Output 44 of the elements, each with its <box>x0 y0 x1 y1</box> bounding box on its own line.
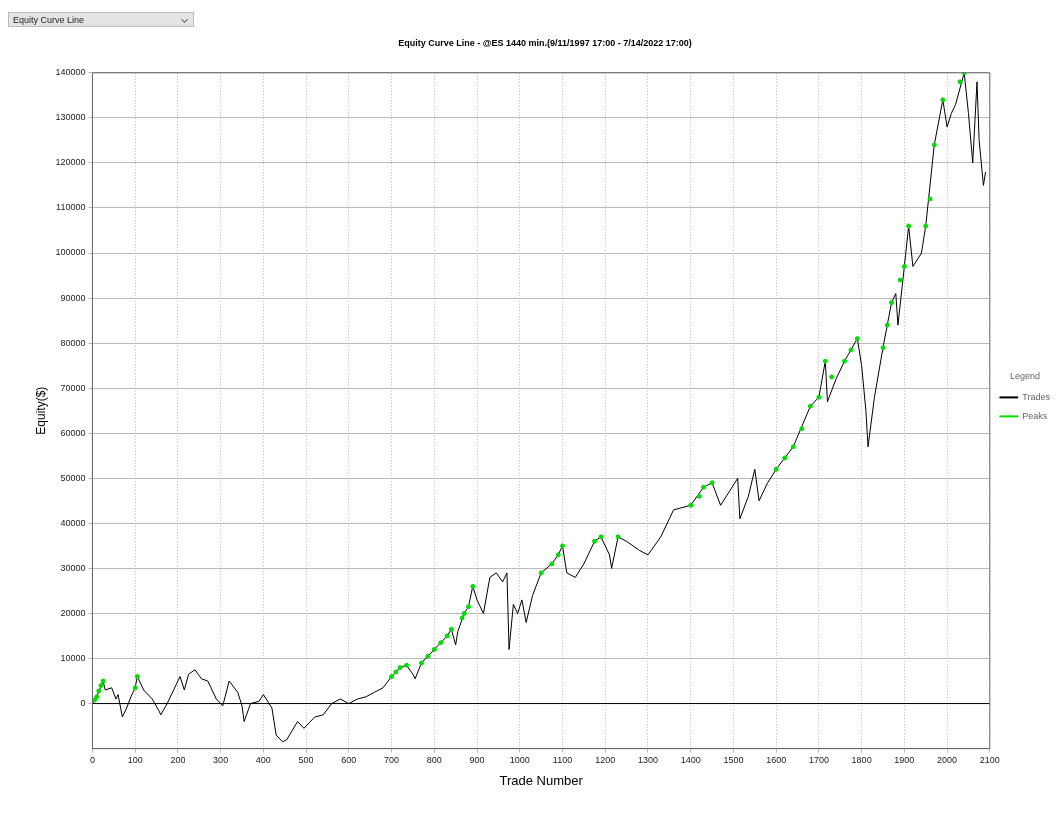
x-tick-label: 1900 <box>894 755 915 766</box>
y-tick-label: 20000 <box>60 607 86 618</box>
y-tick-label: 10000 <box>60 652 86 663</box>
x-axis-title: Trade Number <box>499 772 584 788</box>
x-tick-label: 1200 <box>595 755 616 766</box>
x-tick-label: 1300 <box>637 755 658 766</box>
y-tick-label: 70000 <box>60 382 86 393</box>
y-tick-label: 60000 <box>60 427 86 438</box>
y-tick-label: 80000 <box>60 337 86 348</box>
y-tick-label: 30000 <box>60 562 86 573</box>
y-tick-label: 120000 <box>55 157 86 168</box>
legend-label: Peaks <box>1022 410 1048 421</box>
x-tick-label: 0 <box>89 755 95 766</box>
legend-label: Trades <box>1022 391 1051 402</box>
x-tick-label: 200 <box>170 755 186 766</box>
x-tick-label: 1700 <box>808 755 829 766</box>
x-tick-label: 1600 <box>766 755 787 766</box>
x-tick-label: 500 <box>298 755 314 766</box>
chart-title: Equity Curve Line - @ES 1440 min.(9/11/1997 17:00 - 7/14/2022 17:00) <box>398 37 692 48</box>
x-tick-label: 800 <box>426 755 442 766</box>
x-tick-label: 2000 <box>937 755 958 766</box>
x-tick-label: 2100 <box>979 755 1000 766</box>
x-tick-label: 100 <box>127 755 143 766</box>
y-tick-label: 40000 <box>60 517 86 528</box>
y-tick-label: 50000 <box>60 472 86 483</box>
y-tick-label: 130000 <box>55 112 86 123</box>
x-tick-label: 400 <box>255 755 271 766</box>
y-tick-label: 0 <box>80 698 86 709</box>
y-tick-label: 90000 <box>60 292 86 303</box>
x-tick-label: 1000 <box>509 755 530 766</box>
y-tick-label: 110000 <box>56 202 86 213</box>
legend-title: Legend <box>1009 371 1040 382</box>
x-tick-label: 300 <box>213 755 229 766</box>
dropdown-menu: Equity Curve Line <box>8 12 194 27</box>
x-tick-label: 700 <box>384 755 400 766</box>
y-tick-label: 100000 <box>55 247 86 258</box>
x-tick-label: 900 <box>469 755 485 766</box>
y-axis-title: Equity($) <box>33 386 48 435</box>
y-tick-label: 140000 <box>55 67 86 78</box>
x-tick-label: 1100 <box>552 755 573 766</box>
x-tick-label: 600 <box>341 755 357 766</box>
x-tick-label: 1500 <box>723 755 744 766</box>
x-tick-label: 1800 <box>851 755 872 766</box>
x-tick-label: 1400 <box>680 755 701 766</box>
